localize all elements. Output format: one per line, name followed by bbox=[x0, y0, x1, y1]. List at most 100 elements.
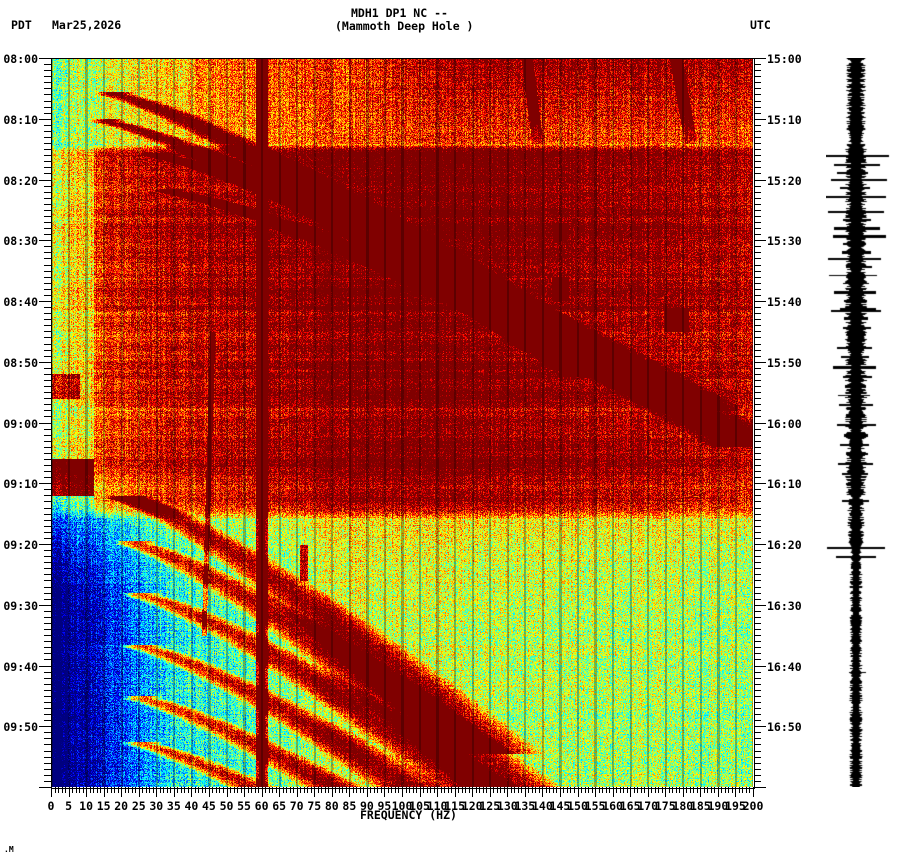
freq-tick-major bbox=[683, 787, 684, 797]
time-tick-minor-left bbox=[44, 137, 51, 138]
freq-tick-label: 125 bbox=[479, 799, 501, 813]
corner-mark-label: .M bbox=[4, 845, 14, 854]
freq-tick-minor bbox=[167, 787, 168, 793]
freq-tick-minor bbox=[170, 787, 171, 793]
freq-tick-minor bbox=[325, 787, 326, 793]
freq-tick-major bbox=[753, 787, 754, 797]
freq-tick-minor bbox=[388, 787, 389, 793]
freq-tick-major bbox=[613, 787, 614, 797]
freq-tick-minor bbox=[441, 787, 442, 793]
freq-tick-label: 185 bbox=[689, 799, 711, 813]
time-label-utc: 16:30 bbox=[767, 598, 802, 613]
freq-tick-minor bbox=[241, 787, 242, 793]
freq-tick-major bbox=[244, 787, 245, 797]
time-tick-minor-left bbox=[44, 101, 51, 102]
freq-tick-minor bbox=[230, 787, 231, 793]
time-tick-minor-right bbox=[754, 738, 761, 739]
time-tick-minor-left bbox=[44, 344, 51, 345]
time-axis-pdt: 08:00 08:10 08:20 08:30 08:40 08:50 09:00 09:10… bbox=[0, 0, 51, 864]
time-tick-minor-left bbox=[44, 672, 51, 673]
time-label-pdt: 09:00 bbox=[3, 416, 38, 431]
freq-tick-minor bbox=[493, 787, 494, 793]
time-tick-minor-right bbox=[754, 471, 761, 472]
freq-tick-label: 150 bbox=[567, 799, 588, 813]
time-tick-minor-right bbox=[754, 702, 761, 703]
freq-tick-minor bbox=[128, 787, 129, 793]
time-tick-major-right bbox=[754, 423, 766, 424]
freq-tick-major bbox=[384, 787, 385, 797]
freq-tick-minor bbox=[444, 787, 445, 793]
time-tick-minor-left bbox=[44, 684, 51, 685]
time-tick-major-right bbox=[754, 666, 766, 667]
freq-tick-minor bbox=[293, 787, 294, 793]
time-tick-minor-left bbox=[44, 556, 51, 557]
time-tick-major-left bbox=[39, 362, 51, 363]
freq-tick-minor bbox=[434, 787, 435, 793]
time-tick-minor-left bbox=[44, 313, 51, 314]
time-tick-minor-left bbox=[44, 173, 51, 174]
time-tick-minor-right bbox=[754, 453, 761, 454]
freq-tick-minor bbox=[300, 787, 301, 793]
freq-tick-label: 115 bbox=[444, 799, 466, 813]
freq-tick-minor bbox=[528, 787, 529, 793]
time-label-utc: 15:20 bbox=[767, 173, 802, 188]
timezone-right-label: UTC bbox=[750, 18, 771, 32]
freq-tick-major bbox=[578, 787, 579, 797]
freq-tick-label: 50 bbox=[219, 799, 234, 813]
time-tick-minor-right bbox=[754, 289, 761, 290]
freq-tick-label: 200 bbox=[742, 799, 764, 813]
time-tick-major-left bbox=[39, 301, 51, 302]
freq-tick-minor bbox=[721, 787, 722, 793]
time-tick-minor-right bbox=[754, 252, 761, 253]
time-tick-minor-right bbox=[754, 88, 761, 89]
time-tick-minor-right bbox=[754, 562, 761, 563]
spectrogram-plot[interactable] bbox=[51, 58, 753, 787]
freq-tick-label: 120 bbox=[461, 799, 483, 813]
time-tick-minor-left bbox=[44, 88, 51, 89]
freq-tick-label: 35 bbox=[166, 799, 181, 813]
station-title-line1: MDH1 DP1 NC -- bbox=[351, 6, 448, 20]
time-tick-major-right bbox=[754, 58, 766, 59]
time-tick-minor-left bbox=[44, 587, 51, 588]
time-tick-minor-right bbox=[754, 319, 761, 320]
freq-tick-minor bbox=[634, 787, 635, 793]
freq-tick-minor bbox=[641, 787, 642, 793]
time-tick-major-right bbox=[754, 240, 766, 241]
time-tick-major-left bbox=[39, 180, 51, 181]
freq-tick-minor bbox=[346, 787, 347, 793]
time-tick-minor-left bbox=[44, 192, 51, 193]
time-tick-major-right bbox=[754, 362, 766, 363]
freq-tick-major bbox=[227, 787, 228, 797]
time-tick-minor-right bbox=[754, 325, 761, 326]
freq-tick-minor bbox=[181, 787, 182, 793]
freq-tick-major bbox=[332, 787, 333, 797]
freq-tick-minor bbox=[146, 787, 147, 793]
freq-tick-minor bbox=[406, 787, 407, 793]
timezone-left-label: PDT bbox=[11, 18, 32, 32]
time-tick-minor-left bbox=[44, 617, 51, 618]
freq-tick-minor bbox=[532, 787, 533, 793]
time-tick-major-right bbox=[754, 787, 766, 788]
time-tick-minor-left bbox=[44, 356, 51, 357]
freq-tick-minor bbox=[286, 787, 287, 793]
freq-tick-label: 10 bbox=[79, 799, 94, 813]
time-tick-minor-right bbox=[754, 508, 761, 509]
time-tick-major-left bbox=[39, 423, 51, 424]
freq-tick-minor bbox=[237, 787, 238, 793]
time-tick-minor-right bbox=[754, 744, 761, 745]
freq-tick-minor bbox=[356, 787, 357, 793]
freq-tick-minor bbox=[223, 787, 224, 793]
freq-tick-label: 135 bbox=[514, 799, 536, 813]
time-tick-minor-right bbox=[754, 769, 761, 770]
time-tick-minor-right bbox=[754, 532, 761, 533]
freq-tick-minor bbox=[728, 787, 729, 793]
time-tick-minor-right bbox=[754, 113, 761, 114]
freq-tick-minor bbox=[100, 787, 101, 793]
time-tick-major-right bbox=[754, 605, 766, 606]
time-tick-minor-right bbox=[754, 277, 761, 278]
time-tick-minor-right bbox=[754, 234, 761, 235]
time-tick-minor-right bbox=[754, 107, 761, 108]
freq-tick-minor bbox=[486, 787, 487, 793]
freq-tick-major bbox=[174, 787, 175, 797]
time-tick-minor-right bbox=[754, 526, 761, 527]
